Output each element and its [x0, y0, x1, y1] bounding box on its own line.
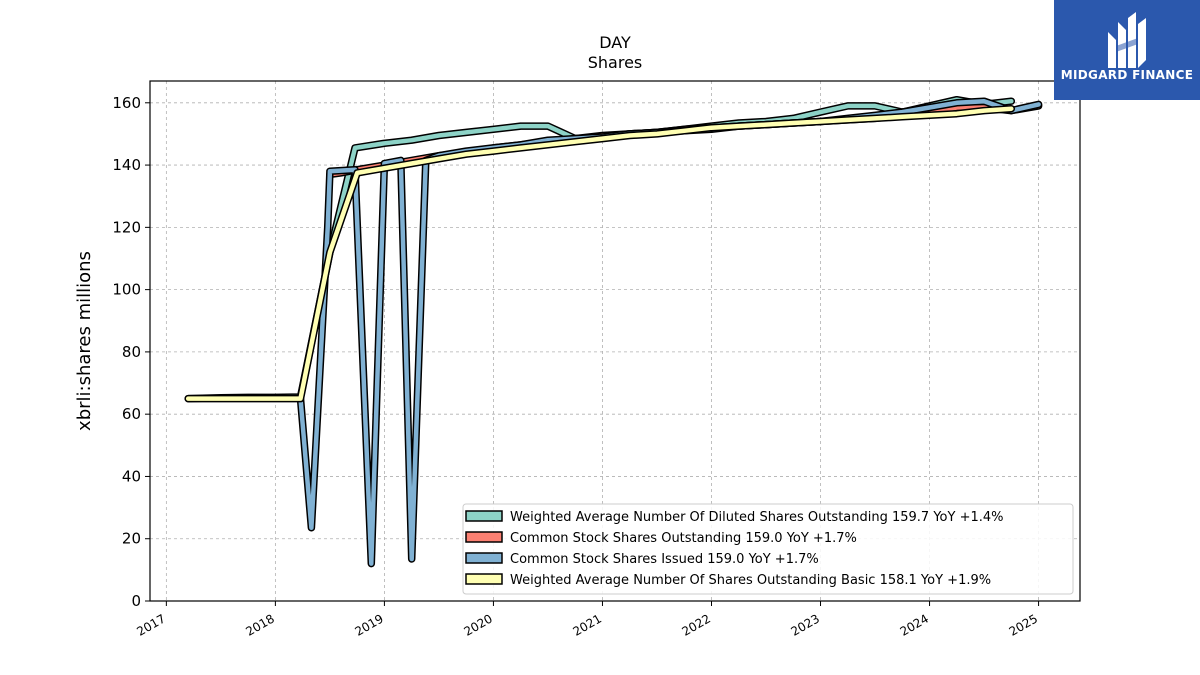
x-tick-label: 2022 [680, 611, 713, 638]
legend-swatch [465, 552, 503, 564]
y-tick-label: 160 [112, 94, 141, 112]
legend-entry: Common Stock Shares Issued 159.0 YoY +1.… [510, 552, 819, 567]
plot-area-frame [149, 80, 1081, 602]
legend-entry: Weighted Average Number Of Diluted Share… [510, 510, 1004, 525]
x-tick-label: 2025 [1007, 611, 1040, 638]
y-tick-label: 0 [131, 592, 141, 610]
x-tick-label: 2024 [898, 611, 931, 638]
x-tick-label: 2020 [461, 611, 494, 638]
chart-subtitle: Shares [588, 53, 643, 72]
midgard-logo-icon [1108, 12, 1146, 68]
series-lines [184, 95, 1043, 568]
series-line-outline [184, 104, 1016, 403]
y-tick-label: 20 [122, 530, 141, 548]
series-line-3 [185, 106, 1014, 401]
brand-logo: MIDGARD FINANCE [1054, 0, 1200, 100]
chart-title: DAY [599, 33, 631, 52]
x-tick-label: 2018 [243, 611, 276, 638]
x-axis-ticks: 2017 2018 2019 2020 2021 2022 2023 2024 2025 [134, 601, 1040, 639]
y-tick-label: 80 [122, 343, 141, 361]
y-tick-label: 60 [122, 405, 141, 423]
x-tick-label: 2019 [352, 611, 385, 638]
legend-entry: Weighted Average Number Of Shares Outsta… [510, 573, 991, 588]
legend-swatch [465, 573, 503, 585]
y-tick-label: 40 [122, 467, 141, 485]
series-line-2 [298, 98, 1041, 566]
legend: Weighted Average Number Of Diluted Share… [462, 503, 1074, 595]
legend-swatch [465, 510, 503, 522]
x-tick-label: 2021 [571, 611, 604, 638]
legend-box [462, 503, 1074, 595]
y-tick-label: 140 [112, 156, 141, 174]
y-tick-label: 100 [112, 281, 141, 299]
y-axis-ticks: 0 20 40 60 80 100 120 140 160 [112, 94, 150, 610]
legend-swatch [465, 531, 503, 543]
y-axis-label: xbrli:shares millions [74, 251, 95, 431]
legend-entry: Common Stock Shares Outstanding 159.0 Yo… [510, 531, 857, 546]
y-tick-label: 120 [112, 218, 141, 236]
x-tick-label: 2023 [789, 611, 822, 638]
x-tick-label: 2017 [134, 611, 167, 638]
brand-logo-text: MIDGARD FINANCE [1060, 68, 1194, 82]
